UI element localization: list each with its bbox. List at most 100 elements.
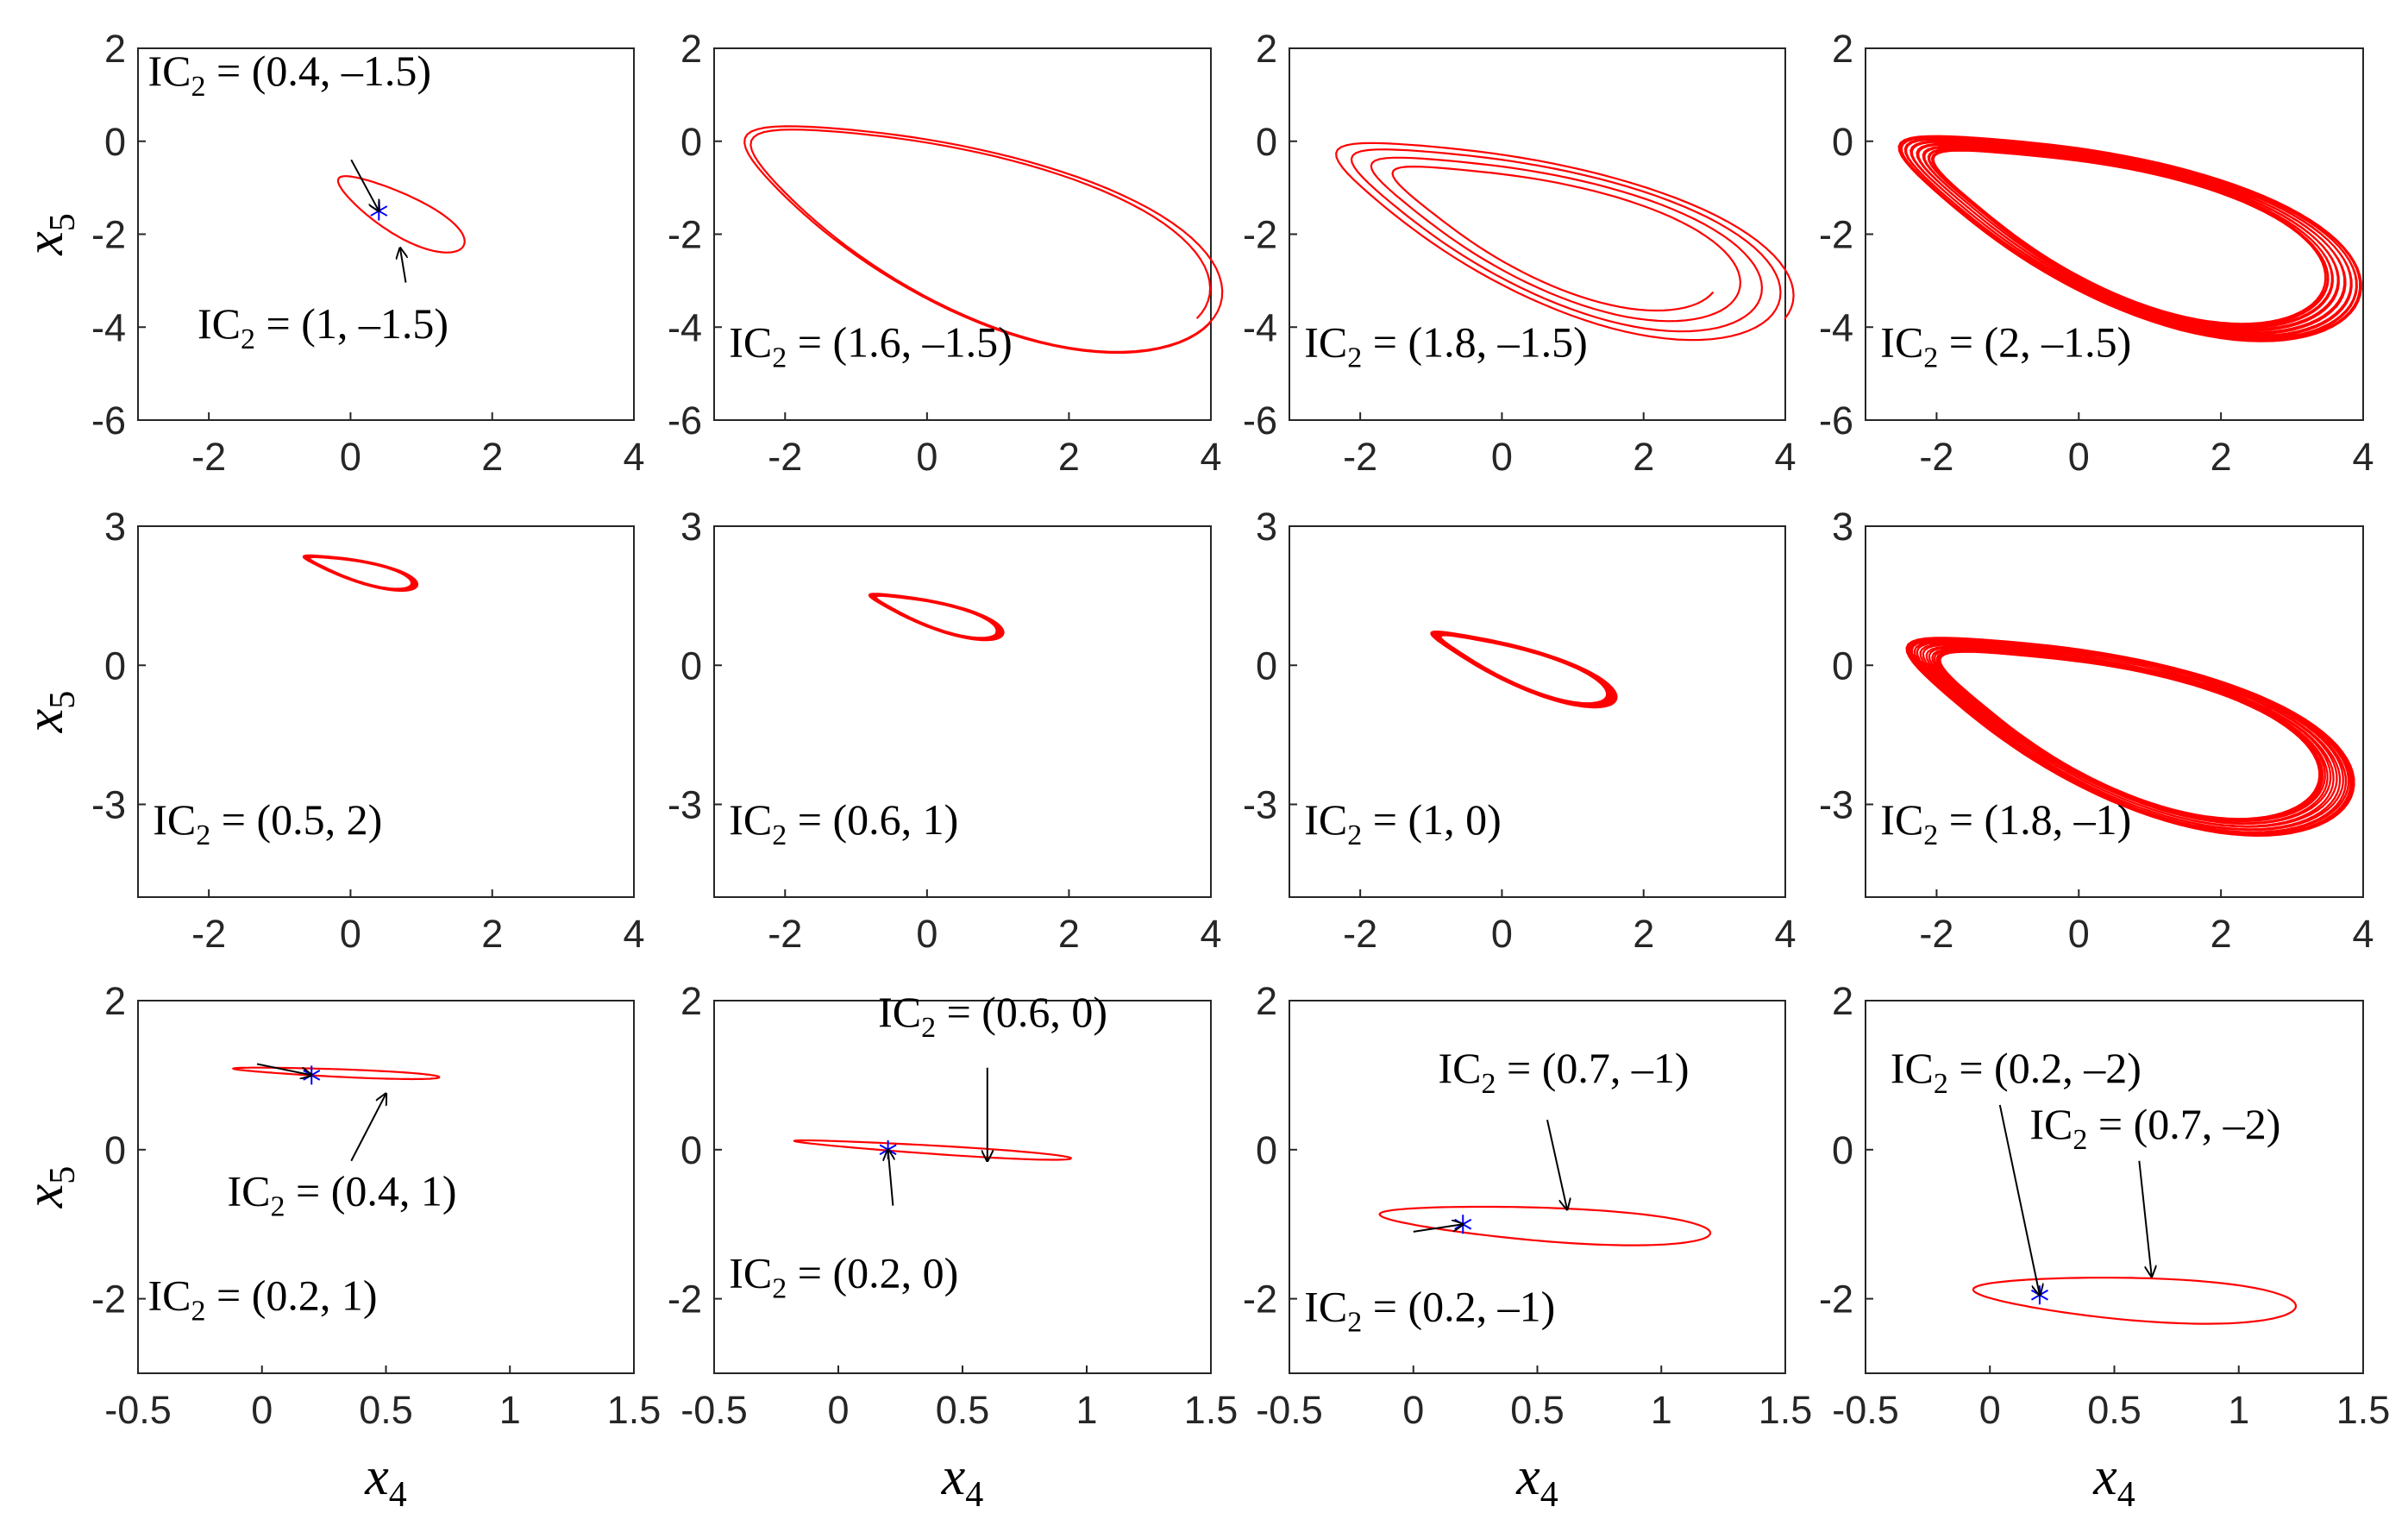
y-tick-label: 2 (680, 27, 702, 71)
x-tick-label: 2 (481, 912, 503, 956)
x-tick-label: -2 (1343, 912, 1377, 956)
x-axis-label: x4 (1515, 1447, 1558, 1515)
x-tick-label: 4 (623, 912, 644, 956)
x-tick-label: -2 (768, 435, 802, 479)
x-tick-label: 0.5 (936, 1388, 990, 1432)
y-axis-label: x5 (16, 1166, 83, 1209)
y-tick-label: 0 (1256, 1128, 1277, 1172)
y-tick-label: -4 (1243, 305, 1277, 349)
annotation-arrow (350, 1094, 386, 1162)
x-tick-label: 4 (1200, 435, 1221, 479)
axes-frame (137, 1000, 635, 1374)
y-tick-label: 0 (1832, 644, 1853, 688)
x-tick-label: 0 (916, 912, 937, 956)
y-tick-label: 2 (1256, 27, 1277, 71)
y-tick-label: -3 (1243, 783, 1277, 827)
ic-annotation: IC2 = (1.6, –1.5) (729, 318, 1013, 374)
y-tick-label: 2 (1832, 979, 1853, 1023)
x-tick-label: 0 (1491, 435, 1513, 479)
x-tick-label: 0 (340, 912, 361, 956)
x-tick-label: -2 (768, 912, 802, 956)
x-tick-label: 0.5 (2087, 1388, 2141, 1432)
subplot-4: -2 0 2 4 -6 -4 -2 0 2 IC2 = (2, –1.5) (1819, 27, 2374, 479)
x-axis-label: x4 (941, 1447, 984, 1515)
y-tick-label: 3 (104, 505, 126, 549)
x-tick-label: -2 (1919, 912, 1953, 956)
x-tick-label: -2 (191, 435, 226, 479)
x-tick-label: 0 (2068, 912, 2090, 956)
y-tick-label: 0 (1256, 644, 1277, 688)
x-tick-label: 0 (1979, 1388, 2001, 1432)
y-tick-label: 3 (680, 505, 702, 549)
subplot-7: -2 0 2 4 -3 0 3 IC2 = (1, 0) (1243, 505, 1797, 956)
annotation-arrow (1413, 1224, 1464, 1233)
y-tick-label: 0 (680, 644, 702, 688)
x-tick-label: 2 (1633, 912, 1654, 956)
ic-annotation: IC2 = (0.4, –1.5) (148, 47, 432, 103)
trajectory-curve (231, 1066, 441, 1081)
x-tick-label: 1 (2228, 1388, 2249, 1432)
subplot-10: -0.5 0 0.5 1 1.5 -2 0 2 IC2 = (0.6, 0) IC2 = (0.2… (668, 979, 1238, 1515)
subplot-5: -2 0 2 4 -3 0 3 IC2 = (0.5, 2) x5 (16, 505, 645, 956)
y-tick-label: -2 (668, 213, 702, 257)
y-tick-label: 3 (1832, 505, 1853, 549)
subplot-1: -2 0 2 4 -6 -4 -2 0 2 IC2 = (0.4, –1.5) IC2 = (1, … (16, 27, 645, 479)
x-tick-label: 1.5 (607, 1388, 662, 1432)
y-tick-label: 2 (680, 979, 702, 1023)
y-tick-label: 0 (104, 1128, 126, 1172)
x-tick-label: 1.5 (1759, 1388, 1813, 1432)
x-tick-label: 1.5 (1184, 1388, 1238, 1432)
y-tick-label: -6 (91, 399, 126, 443)
x-tick-label: -0.5 (104, 1388, 172, 1432)
y-tick-label: -3 (91, 783, 126, 827)
y-tick-label: 0 (680, 1128, 702, 1172)
ic-annotation: IC2 = (0.2, –1) (1304, 1283, 1555, 1339)
ic-annotation: IC2 = (0.4, 1) (228, 1167, 457, 1223)
x-tick-label: 1 (1075, 1388, 1097, 1432)
x-tick-label: 2 (1633, 435, 1654, 479)
y-tick-label: 2 (1832, 27, 1853, 71)
axes-frame (713, 525, 1212, 898)
trajectory-curve (1335, 141, 1795, 342)
y-tick-label: -2 (668, 1278, 702, 1322)
subplot-12: -0.5 0 0.5 1 1.5 -2 0 2 IC2 = (0.2, –2)IC2 = (0.… (1819, 979, 2390, 1515)
ic-annotation: IC2 = (0.5, 2) (153, 795, 382, 851)
subplot-6: -2 0 2 4 -3 0 3 IC2 = (0.6, 1) (668, 505, 1222, 956)
x-tick-label: -0.5 (680, 1388, 748, 1432)
trajectory-curve (1972, 1277, 2298, 1325)
x-tick-label: 1 (499, 1388, 521, 1432)
x-axis-label: x4 (364, 1447, 407, 1515)
trajectory-curve (1430, 630, 1618, 709)
subplot-9: -0.5 0 0.5 1 1.5 -2 0 2 IC2 = (0.4, 1) IC2 = (0.2… (16, 979, 661, 1515)
y-tick-label: -6 (1819, 399, 1853, 443)
annotation-arrow (888, 1150, 894, 1206)
trajectory-curve (1905, 637, 2355, 838)
subplot-3: -2 0 2 4 -6 -4 -2 0 2 IC2 = (1.8, –1.5) (1243, 27, 1797, 479)
subplot-11: -0.5 0 0.5 1 1.5 -2 0 2 IC2 = (0.7, –1) IC2 = (0.… (1243, 979, 1812, 1515)
x-tick-label: 4 (2352, 912, 2374, 956)
x-axis-label: x4 (2092, 1447, 2135, 1515)
x-tick-label: 0.5 (359, 1388, 413, 1432)
y-tick-label: 0 (104, 644, 126, 688)
x-tick-label: 0 (340, 435, 361, 479)
axes-frame (1289, 1000, 1786, 1374)
y-tick-label: 2 (1256, 979, 1277, 1023)
y-tick-label: 2 (104, 979, 126, 1023)
y-tick-label: 0 (1256, 120, 1277, 164)
x-tick-label: 4 (2352, 435, 2374, 479)
annotation-arrow (1546, 1120, 1567, 1209)
annotation-arrow (350, 159, 379, 210)
annotation-arrow (400, 248, 406, 283)
y-tick-label: -2 (1819, 1278, 1853, 1322)
y-tick-label: -3 (668, 783, 702, 827)
y-tick-label: -2 (1243, 1278, 1277, 1322)
y-tick-label: 0 (104, 120, 126, 164)
x-tick-label: -0.5 (1256, 1388, 1323, 1432)
trajectory-curve (1378, 1205, 1712, 1246)
x-tick-label: 0.5 (1510, 1388, 1565, 1432)
axes-frame (1289, 525, 1786, 898)
x-tick-label: 0 (1491, 912, 1513, 956)
ic-annotation: IC2 = (1, –1.5) (198, 299, 448, 355)
y-tick-label: -6 (668, 399, 702, 443)
